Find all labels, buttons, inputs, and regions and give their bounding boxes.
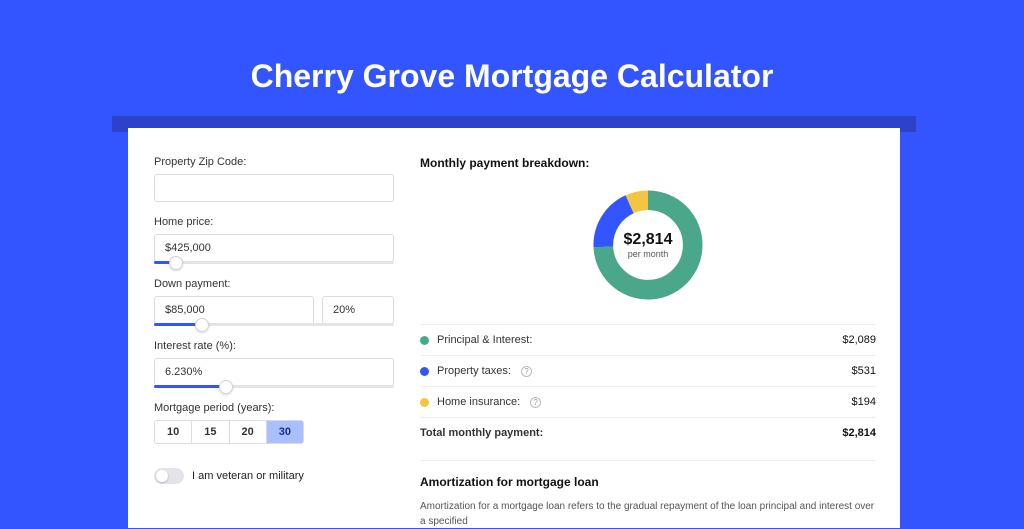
zip-input[interactable]: [154, 174, 394, 202]
donut-chart-wrap: $2,814 per month: [420, 170, 876, 324]
home-price-label: Home price:: [154, 216, 394, 228]
mortgage-period-label: Mortgage period (years):: [154, 402, 394, 414]
form-column: Property Zip Code: Home price: $425,000 …: [154, 156, 394, 528]
amortization-text: Amortization for a mortgage loan refers …: [420, 499, 876, 529]
breakdown-title: Monthly payment breakdown:: [420, 156, 876, 170]
down-payment-percent-input[interactable]: 20%: [322, 296, 394, 324]
veteran-label: I am veteran or military: [192, 470, 304, 482]
home-price-input[interactable]: $425,000: [154, 234, 394, 262]
veteran-toggle-knob: [156, 470, 168, 482]
down-payment-field-group: Down payment: $85,000 20%: [154, 278, 394, 326]
zip-field-group: Property Zip Code:: [154, 156, 394, 202]
legend-dot-pi: [420, 336, 429, 345]
zip-label: Property Zip Code:: [154, 156, 394, 168]
home-price-slider-thumb[interactable]: [169, 256, 183, 270]
calculator-card: Property Zip Code: Home price: $425,000 …: [128, 128, 900, 528]
donut-center: $2,814 per month: [624, 231, 673, 259]
interest-rate-field-group: Interest rate (%): 6.230%: [154, 340, 394, 388]
legend-value-pi: $2,089: [842, 334, 876, 346]
legend-row-ins: Home insurance: ? $194: [420, 387, 876, 418]
info-icon[interactable]: ?: [530, 397, 541, 408]
veteran-toggle-row: I am veteran or military: [154, 468, 394, 484]
legend-value-ins: $194: [852, 396, 876, 408]
period-option-30[interactable]: 30: [266, 420, 304, 444]
donut-center-sub: per month: [624, 249, 673, 259]
legend-label-pi: Principal & Interest:: [437, 334, 532, 346]
legend-value-total: $2,814: [842, 427, 876, 439]
amortization-title: Amortization for mortgage loan: [420, 475, 876, 489]
mortgage-period-options: 10 15 20 30: [154, 420, 394, 444]
down-payment-label: Down payment:: [154, 278, 394, 290]
period-option-15[interactable]: 15: [191, 420, 228, 444]
interest-rate-label: Interest rate (%):: [154, 340, 394, 352]
interest-rate-input[interactable]: 6.230%: [154, 358, 394, 386]
amortization-section: Amortization for mortgage loan Amortizat…: [420, 460, 876, 529]
legend-label-tax: Property taxes:: [437, 365, 511, 377]
legend-row-total: Total monthly payment: $2,814: [420, 418, 876, 448]
legend-dot-tax: [420, 367, 429, 376]
legend-label-total: Total monthly payment:: [420, 427, 543, 439]
home-price-slider[interactable]: [154, 261, 394, 264]
legend-label-ins: Home insurance:: [437, 396, 520, 408]
down-payment-slider-thumb[interactable]: [195, 318, 209, 332]
down-payment-slider[interactable]: [154, 323, 394, 326]
legend-value-tax: $531: [852, 365, 876, 377]
page-title: Cherry Grove Mortgage Calculator: [0, 0, 1024, 115]
breakdown-column: Monthly payment breakdown: $2,814 per mo…: [420, 156, 876, 528]
period-option-10[interactable]: 10: [154, 420, 191, 444]
legend-row-pi: Principal & Interest: $2,089: [420, 325, 876, 356]
legend-dot-ins: [420, 398, 429, 407]
donut-chart: $2,814 per month: [589, 186, 707, 304]
period-option-20[interactable]: 20: [229, 420, 266, 444]
veteran-toggle[interactable]: [154, 468, 184, 484]
mortgage-period-field-group: Mortgage period (years): 10 15 20 30: [154, 402, 394, 444]
home-price-field-group: Home price: $425,000: [154, 216, 394, 264]
donut-center-value: $2,814: [624, 231, 673, 249]
interest-rate-slider-thumb[interactable]: [219, 380, 233, 394]
legend-row-tax: Property taxes: ? $531: [420, 356, 876, 387]
interest-rate-slider[interactable]: [154, 385, 394, 388]
info-icon[interactable]: ?: [521, 366, 532, 377]
legend: Principal & Interest: $2,089 Property ta…: [420, 324, 876, 448]
down-payment-amount-input[interactable]: $85,000: [154, 296, 314, 324]
